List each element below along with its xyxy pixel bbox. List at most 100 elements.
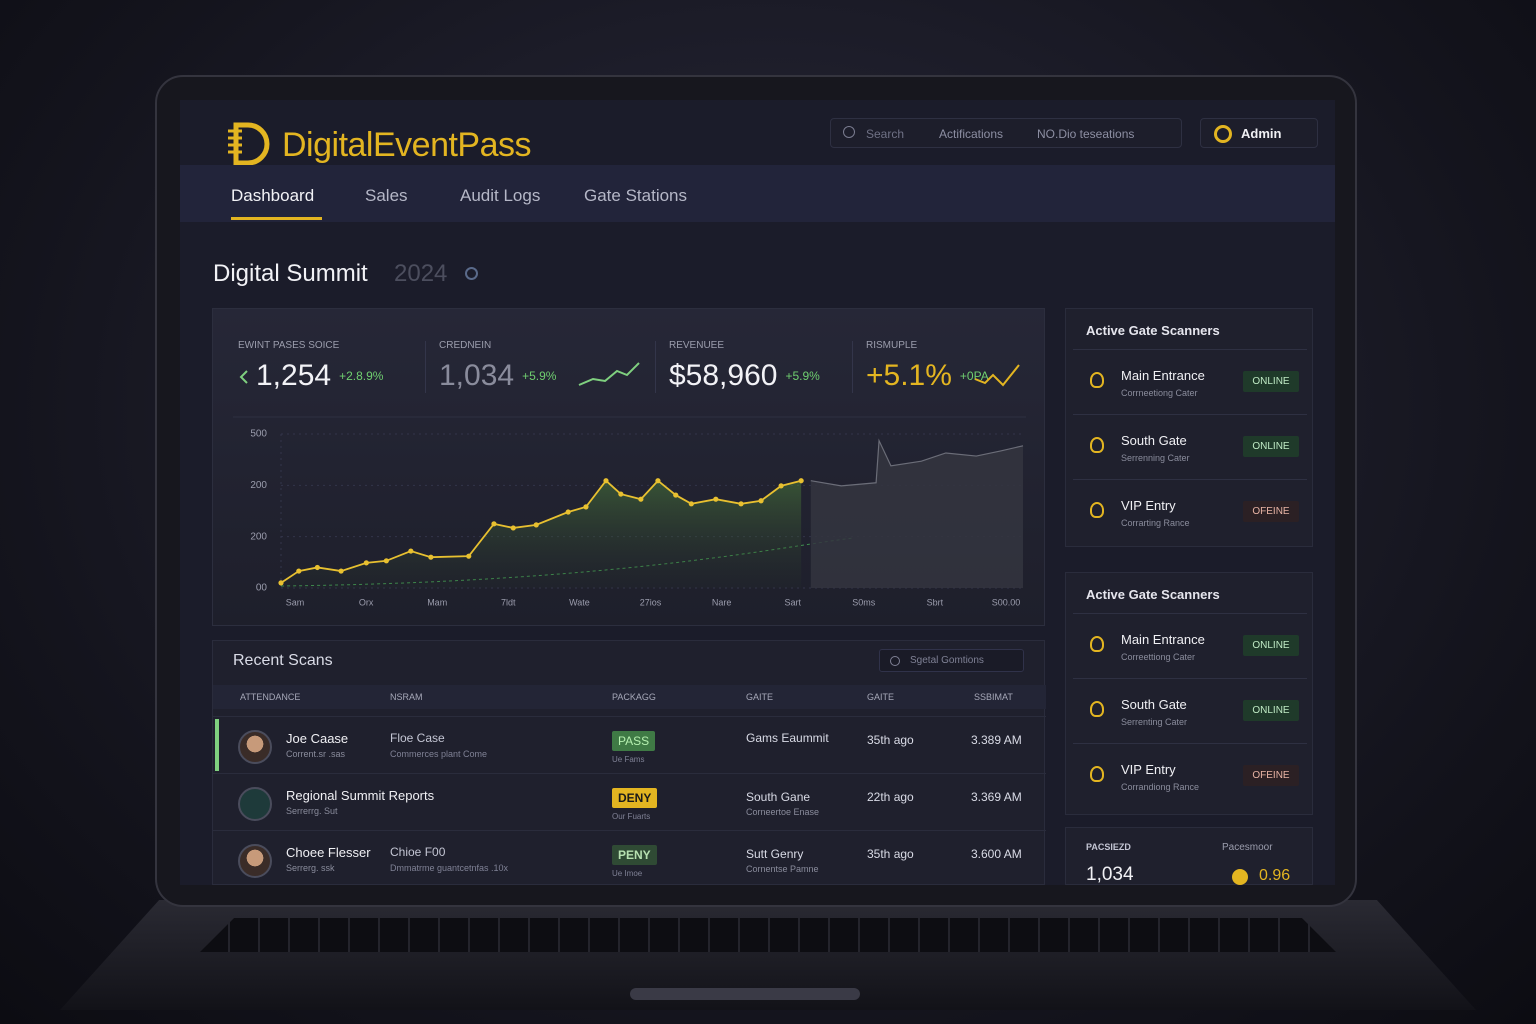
overview-card: EWINT PASES SOICE 1,254 +2.8.9% CREDNEIN 1,0… [212, 308, 1045, 626]
kpi-row: 1,034 +5.9% [439, 359, 556, 393]
stat-value: 1,034 [1086, 864, 1134, 885]
row-accent [215, 719, 219, 771]
recent-scans-card: Recent Scans Sgetal Gomtions ATTENDANCE NSR… [212, 640, 1046, 886]
scanner-name: VIP Entry [1121, 762, 1176, 777]
kpi-arrow-icon [239, 370, 248, 384]
column-header: GAITE [867, 692, 895, 702]
nav-item[interactable]: Dashboard [231, 186, 315, 205]
kpi-label: EWINT PASES SOICE [238, 340, 340, 351]
logo [228, 122, 270, 166]
kpi-change: +0PA [959, 369, 989, 383]
scan-time: 3.369 AM [971, 790, 1022, 804]
data-point [758, 498, 764, 504]
events[interactable]: NO.Dio teseations [1037, 127, 1135, 141]
scanner-item[interactable]: South Gate Serrenning Cater ONLINE [1073, 414, 1307, 479]
x-tick-label: 7ldt [501, 597, 516, 607]
scanner-item[interactable]: South Gate Serrenting Cater ONLINE [1073, 678, 1307, 743]
scanner-sub: Serrenting Cater [1121, 717, 1188, 727]
stat-label: Pacesmoor [1222, 842, 1273, 853]
scanner-status: ONLINE [1243, 436, 1299, 457]
data-point [278, 580, 284, 586]
topbar: Search Actifications NO.Dio teseations [830, 118, 1182, 148]
gate-sub: Corneertoe Enase [746, 807, 820, 817]
scanner-status: OFEINE [1243, 501, 1299, 522]
data-point [338, 568, 344, 574]
scan-time: 3.389 AM [971, 733, 1022, 747]
data-point [296, 568, 302, 574]
data-point [363, 560, 369, 566]
kpi-value: 1,254 [256, 359, 332, 392]
scanner-name: Main Entrance [1121, 368, 1205, 383]
y-tick-label: 00 [256, 583, 268, 594]
scanner-item[interactable]: VIP Entry Corrarting Rance OFEINE [1073, 479, 1307, 544]
attendee-sub: Serrerg. ssk [286, 863, 335, 873]
data-point [466, 553, 472, 559]
nav-item[interactable]: Sales [365, 186, 408, 205]
scanner-panel: Active Gate Scanners Main Entrance Correet… [1065, 572, 1313, 815]
data-point [713, 496, 719, 502]
gate: South Gane [746, 790, 811, 804]
avatar [238, 787, 272, 821]
scanner-status: ONLINE [1243, 635, 1299, 656]
x-tick-label: S00.00 [992, 597, 1021, 607]
series-area [810, 440, 1023, 588]
data-point [688, 501, 694, 507]
scanner-sub: Serrenning Cater [1121, 453, 1190, 463]
logo-d [233, 122, 270, 166]
nav-item[interactable]: Gate Stations [584, 186, 688, 205]
x-tick-label: Sart [784, 597, 801, 607]
trackpad-edge [630, 988, 860, 1000]
data-point [673, 492, 679, 498]
kpi-change: +2.8.9% [339, 369, 384, 383]
time-ago: 35th ago [867, 847, 914, 861]
page-title: Digital Summit [213, 260, 368, 287]
scanner-name: VIP Entry [1121, 498, 1176, 513]
nav-bar [180, 165, 1335, 222]
gate-sub: Cornentse Pamne [746, 864, 819, 874]
kpi-label: RISMUPLE [866, 340, 918, 351]
scan-search[interactable]: Sgetal Gomtions [879, 649, 1024, 672]
x-tick-label: Sam [286, 597, 305, 607]
scanner-icon [1090, 766, 1104, 782]
scanner-status: ONLINE [1243, 700, 1299, 721]
notifications[interactable]: Actifications [939, 127, 1004, 141]
x-tick-label: Mam [427, 597, 447, 607]
scan-time: 3.600 AM [971, 847, 1022, 861]
badge-sub: Ue Imoe [612, 869, 643, 878]
chart: 500 200 200 00 Sam Orx Mam 7ldt Wate 27ios Nare Sar… [250, 429, 1024, 607]
scanner-item[interactable]: Main Entrance Correettiong Cater ONLINE [1073, 613, 1307, 678]
kpi-row: $58,960 +5.9% [669, 359, 820, 393]
brand: DigitalEventPass [282, 126, 532, 164]
attendee-name: Regional Summit Reports [286, 788, 435, 803]
scanner-item[interactable]: Main Entrance Corrneetiong Cater ONLINE [1073, 349, 1307, 414]
column-header: NSRAM [390, 692, 423, 702]
scanner-sub: Corrarting Rance [1121, 518, 1190, 528]
kpi-change: +5.9% [522, 369, 557, 383]
scanner-panel: Active Gate Scanners Main Entrance Corrnee… [1065, 308, 1313, 547]
recent-scans-title: Recent Scans [233, 652, 333, 669]
scanner-icon [1090, 372, 1104, 388]
admin-avatar [1214, 125, 1232, 143]
x-tick-label: Sbrt [927, 597, 944, 607]
x-tick-label: Nare [712, 597, 732, 607]
column-header: ATTENDANCE [240, 692, 301, 702]
detail-sub: Commerces plant Come [390, 749, 488, 759]
admin[interactable]: Admin [1200, 118, 1318, 148]
scan-row[interactable]: Joe Caase Corrent.sr .sas Floe Case Commerc… [213, 716, 1046, 772]
data-point [778, 483, 784, 489]
search[interactable]: Search [866, 127, 905, 141]
scanner-item[interactable]: VIP Entry Corrandiong Rance OFEINE [1073, 743, 1307, 808]
kpi-divider [655, 341, 656, 393]
gate: Gams Eaummit [746, 731, 829, 745]
gate: Sutt Genry [746, 847, 804, 861]
sparkline [974, 364, 1020, 387]
scan-row[interactable]: Regional Summit Reports Serrerrg. Sut DENY… [213, 773, 1046, 829]
data-point [798, 478, 804, 484]
nav-item[interactable]: Audit Logs [460, 186, 541, 205]
detail: Chioe F00 [390, 845, 446, 859]
detail: Floe Case [390, 731, 445, 745]
series-line [810, 438, 1024, 487]
scan-row[interactable]: Choee Flesser Serrerg. ssk Chioe F00 Dmmatr… [213, 830, 1046, 886]
x-tick-label: 27ios [640, 597, 662, 607]
